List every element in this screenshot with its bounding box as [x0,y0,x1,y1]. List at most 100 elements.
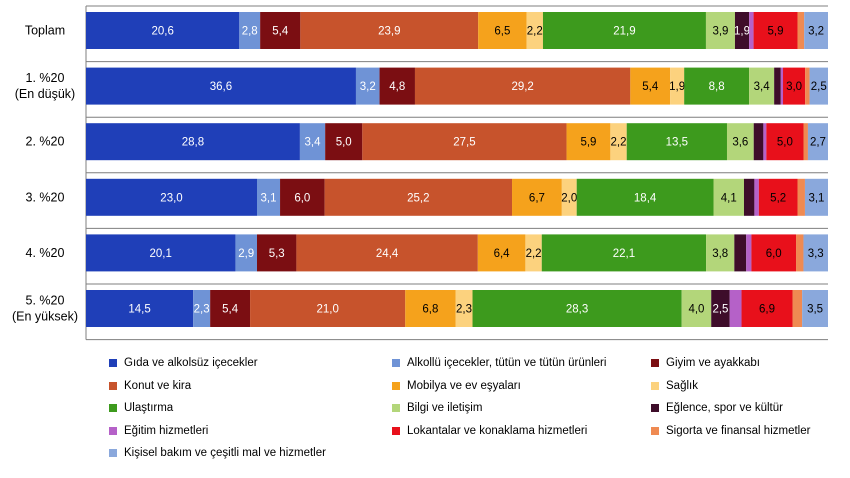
legend-item: Gıda ve alkolsüz içecekler [109,356,258,370]
bar-segment [807,123,828,161]
bar-segment [405,290,456,327]
bar-segment [783,67,806,105]
legend-item: Bilgi ve iletişim [392,401,482,415]
data-label: 3,1 [261,192,277,204]
data-label: 6,0 [766,248,782,260]
legend-label: Lokantalar ve konaklama hizmetleri [407,424,588,437]
data-label: 5,4 [222,304,239,316]
data-label: 21,0 [316,304,338,316]
bar-segment [751,234,797,272]
bar-segment [670,67,685,105]
bar-segment [477,234,526,272]
legend-swatch [392,404,400,412]
legend-swatch [392,381,400,390]
bar-segment [260,12,301,49]
bar-segment [280,178,325,216]
bar-segment [526,12,543,49]
data-label: 6,5 [494,26,510,38]
legend-item: Eğlence, spor ve kültür [651,401,783,415]
data-label: 6,4 [494,248,511,260]
category-label: 2. %20 [26,135,65,149]
data-label: 25,2 [407,192,429,204]
bar-segment [805,67,810,105]
category-label: 5. %20 (En yüksek) [12,294,78,324]
data-label: 14,5 [128,304,150,316]
legend-item: Sağlık [651,379,698,393]
data-label: 5,0 [336,137,352,149]
bar-segment [86,123,300,161]
bar-segment [729,290,742,327]
data-label: 3,3 [808,248,824,260]
bar-segment [746,234,752,272]
bar-segment [711,290,730,327]
bar-segment [734,234,747,272]
bar-segment [455,290,473,327]
legend-item: Eğitim hizmetleri [109,424,208,438]
bar-segment [512,178,562,216]
legend-label: Alkollü içecekler, tütün ve tütün ürünle… [407,357,607,369]
bar-segment [681,290,712,327]
bar-segment [758,178,798,216]
legend-label: Sigorta ve finansal hizmetler [666,424,811,437]
data-label: 8,8 [709,81,725,93]
legend-label: Mobilya ve ev eşyaları [407,379,521,392]
data-label: 6,0 [294,192,310,204]
bar-segment [325,123,363,161]
bar-segment [766,123,804,161]
legend-swatch [109,381,117,390]
bar-segment [257,178,281,216]
bar-segment [726,123,754,161]
bar-segment [299,123,326,161]
data-label: 20,1 [150,248,172,260]
bar-segment [541,234,707,272]
bars-layer: 20,6 2,8 5,4 23,9 6,5 2,2 21,9 3,9 1,9 5,9 3,2 36,6… [85,5,828,341]
data-label: 6,9 [759,304,775,316]
bar-segment [193,290,211,327]
bar-segment [630,67,671,105]
bar-segment [355,67,380,105]
data-label: 2,5 [811,81,827,93]
data-label: 2,2 [611,137,627,149]
bar-segment [763,123,767,161]
legend-label: Eğitim hizmetleri [124,424,209,437]
data-label: 23,9 [378,26,400,38]
data-label: 5,9 [580,137,596,149]
data-label: 2,7 [810,137,826,149]
data-label: 20,6 [151,26,173,38]
bar-segment [797,178,805,216]
bar-segment [802,290,828,327]
bar-segment [741,290,793,327]
legend-swatch [651,404,659,412]
bar-segment [239,12,261,49]
bar-segment [743,178,755,216]
data-label: 3,6 [732,137,748,149]
legend-swatch [651,359,659,367]
legend-label: Sağlık [666,379,698,392]
legend-label: Ulaştırma [124,402,174,414]
data-label: 18,4 [634,192,657,204]
legend-label: Gıda ve alkolsüz içecekler [124,357,258,369]
data-label: 36,6 [210,81,232,93]
data-label: 6,7 [529,192,545,204]
legend-swatch [651,381,659,390]
category-label: 3. %20 [26,190,65,204]
bar-segment [296,234,478,272]
data-label: 2,0 [561,192,577,204]
bar-segment [379,67,415,105]
bar-segment [796,234,804,272]
data-label: 13,5 [666,137,688,149]
bar-segment [792,290,803,327]
bar-segment [257,234,297,272]
bar-segment [797,12,805,49]
data-label: 3,0 [786,81,802,93]
bar-segment [610,123,627,161]
data-label: 3,8 [712,248,728,260]
bar-segment [749,12,754,49]
data-label: 4,0 [688,304,704,316]
legend-swatch [392,426,400,435]
bar-segment [525,234,542,272]
bar-segment [753,123,764,161]
legend-item: Kişisel bakım ve çeşitli mal ve hizmetle… [109,446,326,460]
legend-item: Mobilya ve ev eşyaları [392,379,521,393]
